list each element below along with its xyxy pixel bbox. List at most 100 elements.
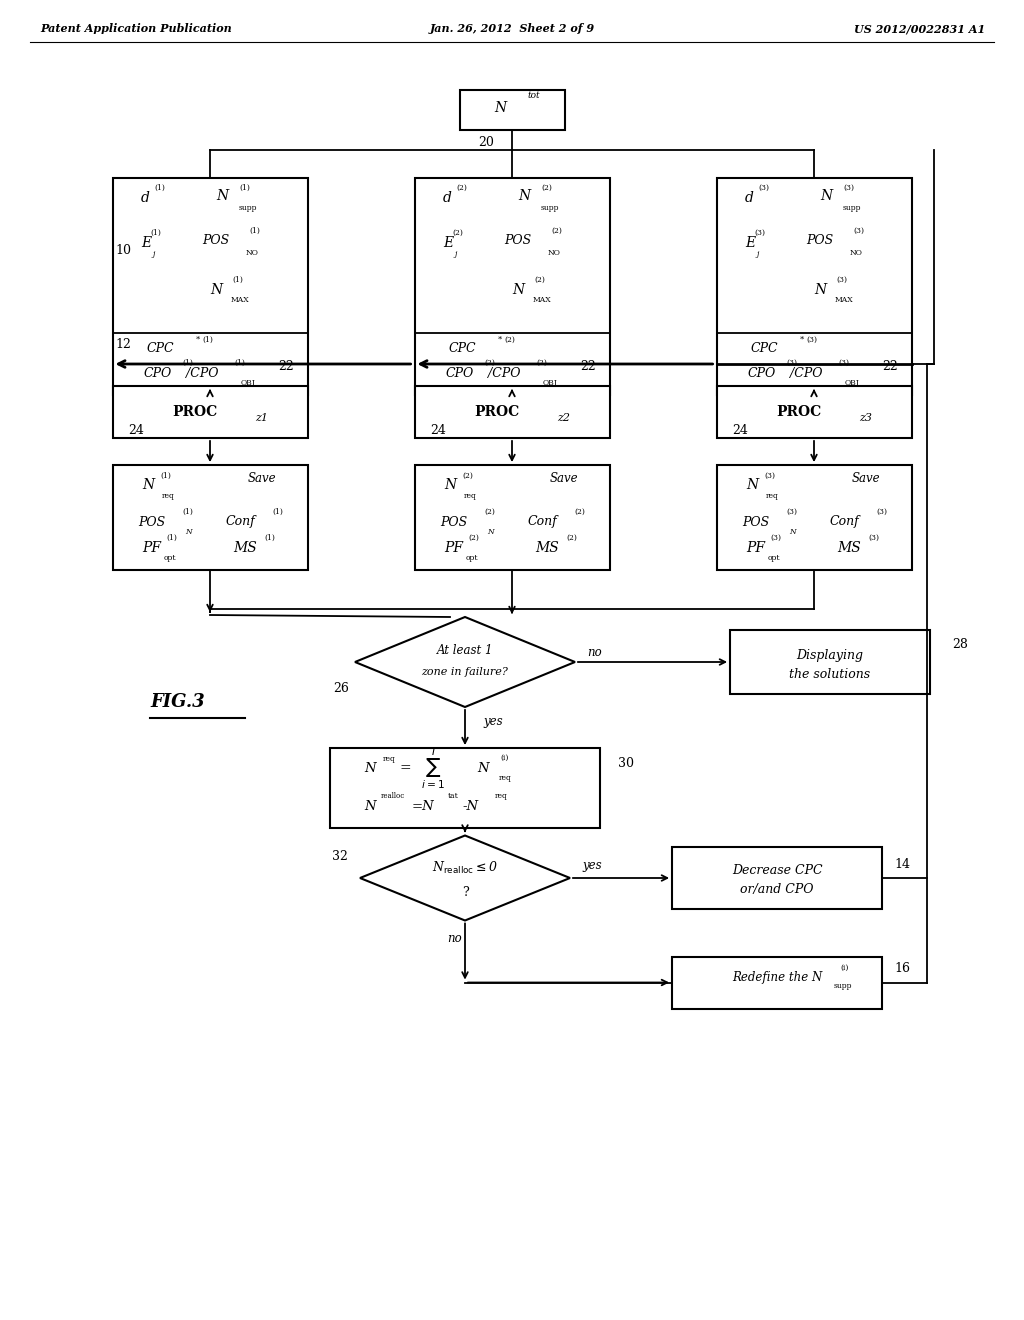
Text: (2): (2) <box>566 535 578 543</box>
Polygon shape <box>355 616 575 708</box>
Text: N: N <box>814 282 826 297</box>
Text: /CPO: /CPO <box>487 367 520 380</box>
Text: (3): (3) <box>755 228 766 238</box>
Text: supp: supp <box>834 982 852 990</box>
Text: (1): (1) <box>232 276 244 284</box>
Text: =N: =N <box>412 800 434 813</box>
Text: N: N <box>210 282 222 297</box>
Text: realloc: realloc <box>381 792 406 800</box>
Text: 32: 32 <box>332 850 348 862</box>
Text: N: N <box>486 528 494 536</box>
Text: POS: POS <box>203 235 229 248</box>
Text: N: N <box>512 282 524 297</box>
Text: 22: 22 <box>882 359 898 372</box>
Text: CPC: CPC <box>146 342 174 355</box>
Text: yes: yes <box>582 859 602 873</box>
Text: (3): (3) <box>807 337 817 345</box>
Text: (2): (2) <box>505 337 515 345</box>
Text: (1): (1) <box>161 473 171 480</box>
Text: N: N <box>494 102 506 115</box>
Text: PROC: PROC <box>172 405 218 418</box>
FancyBboxPatch shape <box>415 465 609 570</box>
Text: CPC: CPC <box>449 342 476 355</box>
Text: N: N <box>477 762 488 775</box>
Text: At least 1: At least 1 <box>437 644 494 656</box>
Text: z1: z1 <box>256 413 268 422</box>
Text: E: E <box>141 236 152 249</box>
Text: (3): (3) <box>765 473 775 480</box>
Text: (3): (3) <box>877 508 888 516</box>
Text: CPC: CPC <box>751 342 778 355</box>
Text: (2): (2) <box>453 228 464 238</box>
Text: (i): (i) <box>501 754 509 762</box>
Text: PROC: PROC <box>776 405 821 418</box>
Text: req: req <box>495 792 508 800</box>
Text: (3): (3) <box>839 359 850 367</box>
Text: Displaying: Displaying <box>797 648 863 661</box>
Text: MS: MS <box>233 541 257 554</box>
Text: 12: 12 <box>115 338 131 351</box>
FancyBboxPatch shape <box>672 847 882 909</box>
Text: MS: MS <box>536 541 559 554</box>
Text: N$_{\rm realloc}$$\leq$0: N$_{\rm realloc}$$\leq$0 <box>432 859 498 876</box>
Text: 24: 24 <box>732 424 748 437</box>
Text: (2): (2) <box>484 359 496 367</box>
Text: =: = <box>399 762 411 775</box>
Text: ?: ? <box>462 886 468 899</box>
Text: N: N <box>788 528 796 536</box>
Text: (1): (1) <box>151 228 162 238</box>
Text: 26: 26 <box>333 681 349 694</box>
Text: PF: PF <box>746 541 766 554</box>
Text: PF: PF <box>444 541 464 554</box>
Text: 30: 30 <box>618 756 634 770</box>
Text: req: req <box>499 774 511 781</box>
Text: *: * <box>498 337 502 345</box>
Text: (1): (1) <box>240 183 251 191</box>
Text: (2): (2) <box>463 473 473 480</box>
Text: MS: MS <box>838 541 861 554</box>
Text: (1): (1) <box>264 535 275 543</box>
Text: (2): (2) <box>457 183 467 191</box>
FancyBboxPatch shape <box>460 90 564 129</box>
Text: supp: supp <box>843 205 861 213</box>
Text: US 2012/0022831 A1: US 2012/0022831 A1 <box>854 22 985 34</box>
Text: POS: POS <box>505 235 531 248</box>
FancyBboxPatch shape <box>113 178 307 395</box>
Text: j: j <box>153 249 156 257</box>
Text: (2): (2) <box>469 535 479 543</box>
Text: POS: POS <box>138 516 166 528</box>
Text: PF: PF <box>142 541 162 554</box>
Text: 28: 28 <box>952 638 968 651</box>
Text: z2: z2 <box>557 413 570 422</box>
Text: FIG.3: FIG.3 <box>150 693 205 711</box>
Text: 22: 22 <box>278 359 294 372</box>
Text: OBJ: OBJ <box>543 379 557 387</box>
Text: req: req <box>464 492 476 500</box>
Text: E: E <box>443 236 453 249</box>
Text: (3): (3) <box>837 276 848 284</box>
Text: tat: tat <box>447 792 459 800</box>
Text: 24: 24 <box>128 424 144 437</box>
Text: no: no <box>447 932 463 945</box>
Text: N: N <box>518 189 530 203</box>
Text: (2): (2) <box>542 183 552 191</box>
Text: N: N <box>184 528 191 536</box>
FancyBboxPatch shape <box>730 630 930 694</box>
Text: yes: yes <box>483 715 503 729</box>
Text: d: d <box>744 191 754 205</box>
Text: N: N <box>365 800 376 813</box>
Text: (3): (3) <box>786 359 798 367</box>
Text: *: * <box>196 337 200 345</box>
FancyBboxPatch shape <box>717 178 911 395</box>
Text: 14: 14 <box>894 858 910 870</box>
FancyBboxPatch shape <box>113 465 307 570</box>
Text: (3): (3) <box>868 535 880 543</box>
Text: NO: NO <box>850 249 862 257</box>
Text: /CPO: /CPO <box>185 367 218 380</box>
Text: (3): (3) <box>786 508 798 516</box>
Text: (3): (3) <box>770 535 781 543</box>
Text: E: E <box>744 236 755 249</box>
Text: Decrease CPC: Decrease CPC <box>732 865 822 878</box>
Text: opt: opt <box>466 554 478 562</box>
Text: N: N <box>820 189 833 203</box>
